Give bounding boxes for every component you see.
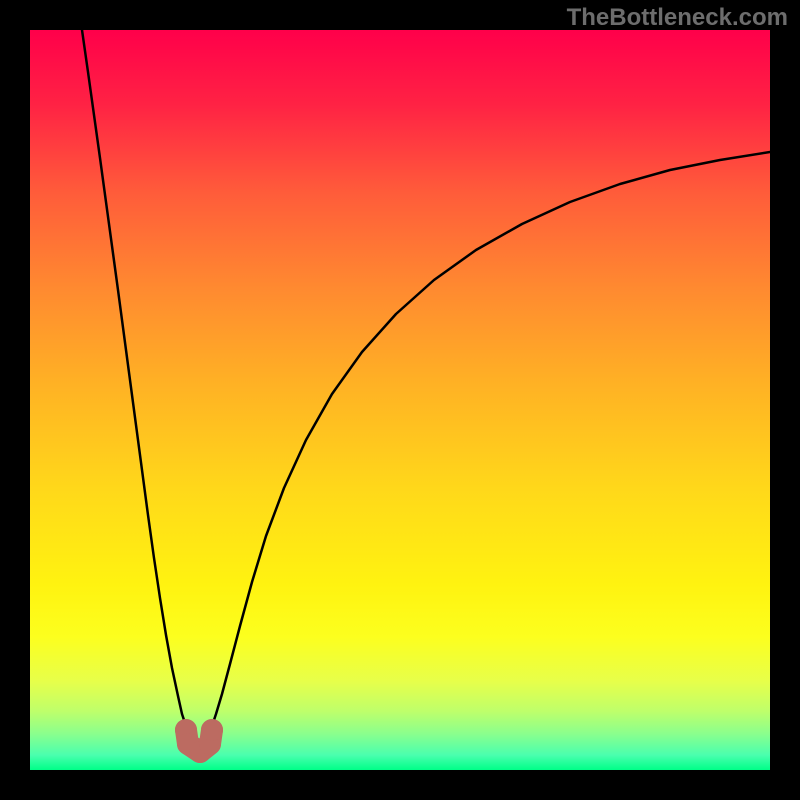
curve-left: [82, 30, 186, 726]
chart-svg: [30, 30, 770, 770]
watermark-text: TheBottleneck.com: [567, 4, 788, 32]
plot-area: [30, 30, 770, 770]
marker-cluster: [175, 719, 223, 763]
chart-canvas: TheBottleneck.com: [0, 0, 800, 800]
curve-right: [212, 152, 770, 726]
